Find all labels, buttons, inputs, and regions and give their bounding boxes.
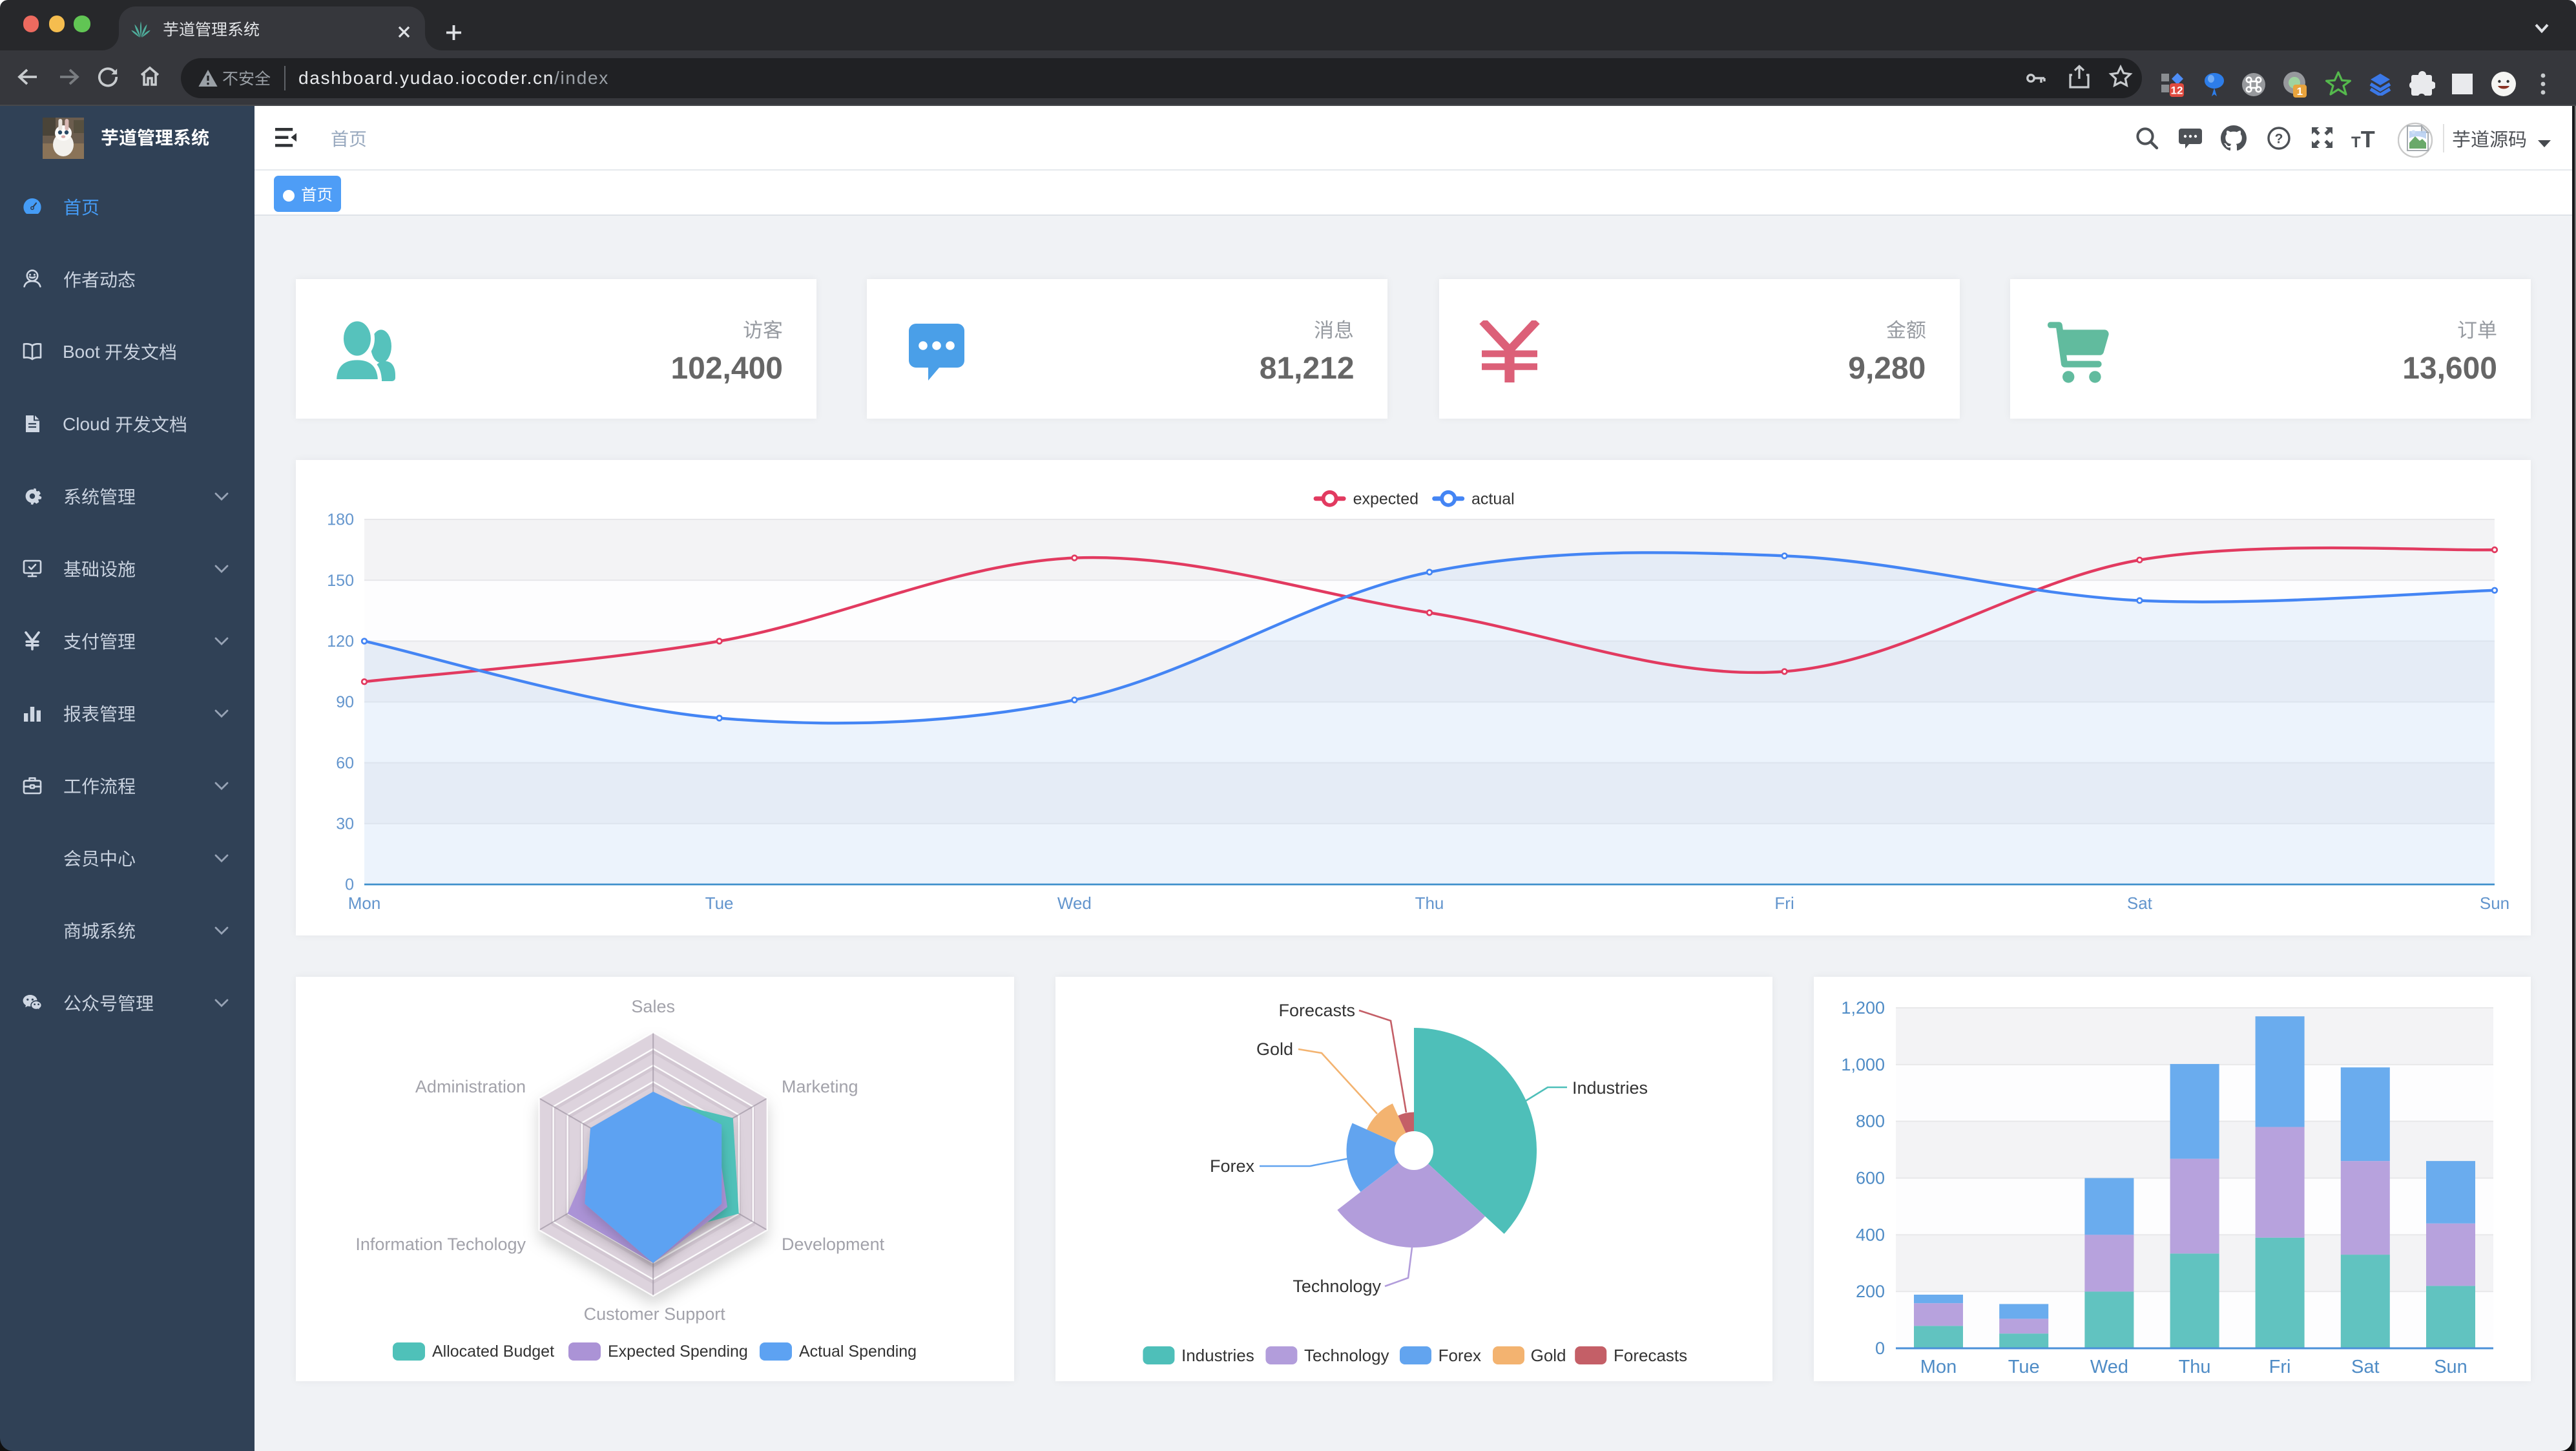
svg-text:0: 0 bbox=[1875, 1339, 1885, 1358]
svg-text:Sales: Sales bbox=[631, 997, 675, 1016]
svg-text:Forecasts: Forecasts bbox=[1278, 1001, 1355, 1020]
svg-text:actual: actual bbox=[1471, 490, 1515, 508]
svg-text:600: 600 bbox=[1856, 1169, 1885, 1188]
svg-text:Expected Spending: Expected Spending bbox=[608, 1342, 748, 1361]
svg-text:30: 30 bbox=[336, 815, 354, 833]
svg-text:90: 90 bbox=[336, 693, 354, 711]
svg-text:Wed: Wed bbox=[1057, 893, 1092, 913]
svg-text:400: 400 bbox=[1856, 1225, 1885, 1244]
svg-text:Forex: Forex bbox=[1438, 1346, 1480, 1365]
svg-text:?: ? bbox=[2275, 131, 2283, 146]
svg-text:Sun: Sun bbox=[2434, 1357, 2467, 1377]
svg-text:Forex: Forex bbox=[1209, 1156, 1254, 1176]
svg-text:Gold: Gold bbox=[1256, 1039, 1293, 1059]
svg-text:Sat: Sat bbox=[2127, 893, 2153, 913]
svg-text:expected: expected bbox=[1353, 490, 1418, 508]
svg-text:1,200: 1,200 bbox=[1841, 998, 1885, 1018]
svg-text:Administration: Administration bbox=[415, 1077, 526, 1096]
svg-text:Technology: Technology bbox=[1292, 1277, 1380, 1296]
svg-text:Sat: Sat bbox=[2351, 1357, 2380, 1377]
svg-text:Technology: Technology bbox=[1304, 1346, 1389, 1365]
svg-text:Allocated Budget: Allocated Budget bbox=[432, 1342, 554, 1361]
svg-text:Mon: Mon bbox=[348, 893, 381, 913]
svg-text:Gold: Gold bbox=[1530, 1346, 1566, 1365]
svg-text:1,000: 1,000 bbox=[1841, 1055, 1885, 1074]
svg-text:Wed: Wed bbox=[2090, 1357, 2128, 1377]
svg-text:1: 1 bbox=[2297, 85, 2303, 98]
svg-text:Mon: Mon bbox=[1920, 1357, 1957, 1377]
svg-text:Fri: Fri bbox=[2269, 1357, 2291, 1377]
svg-text:60: 60 bbox=[336, 754, 354, 772]
svg-text:Development: Development bbox=[782, 1235, 885, 1254]
svg-text:Thu: Thu bbox=[2179, 1357, 2211, 1377]
svg-text:Sun: Sun bbox=[2480, 893, 2509, 913]
svg-text:120: 120 bbox=[327, 632, 354, 651]
svg-text:Thu: Thu bbox=[1415, 893, 1444, 913]
svg-text:800: 800 bbox=[1856, 1112, 1885, 1131]
svg-text:Forecasts: Forecasts bbox=[1613, 1346, 1687, 1365]
svg-text:Marketing: Marketing bbox=[782, 1077, 858, 1096]
svg-text:Customer Support: Customer Support bbox=[584, 1304, 726, 1324]
svg-text:Fri: Fri bbox=[1774, 893, 1794, 913]
svg-text:180: 180 bbox=[327, 511, 354, 529]
svg-text:Information Techology: Information Techology bbox=[355, 1235, 526, 1254]
svg-text:150: 150 bbox=[327, 572, 354, 590]
svg-text:200: 200 bbox=[1856, 1282, 1885, 1301]
svg-text:Industries: Industries bbox=[1181, 1346, 1254, 1365]
svg-text:Industries: Industries bbox=[1572, 1078, 1647, 1098]
svg-text:Actual Spending: Actual Spending bbox=[799, 1342, 917, 1361]
svg-text:Tue: Tue bbox=[705, 893, 734, 913]
svg-text:Tue: Tue bbox=[2008, 1357, 2040, 1377]
svg-text:0: 0 bbox=[345, 876, 354, 894]
svg-text:12: 12 bbox=[2171, 85, 2183, 97]
